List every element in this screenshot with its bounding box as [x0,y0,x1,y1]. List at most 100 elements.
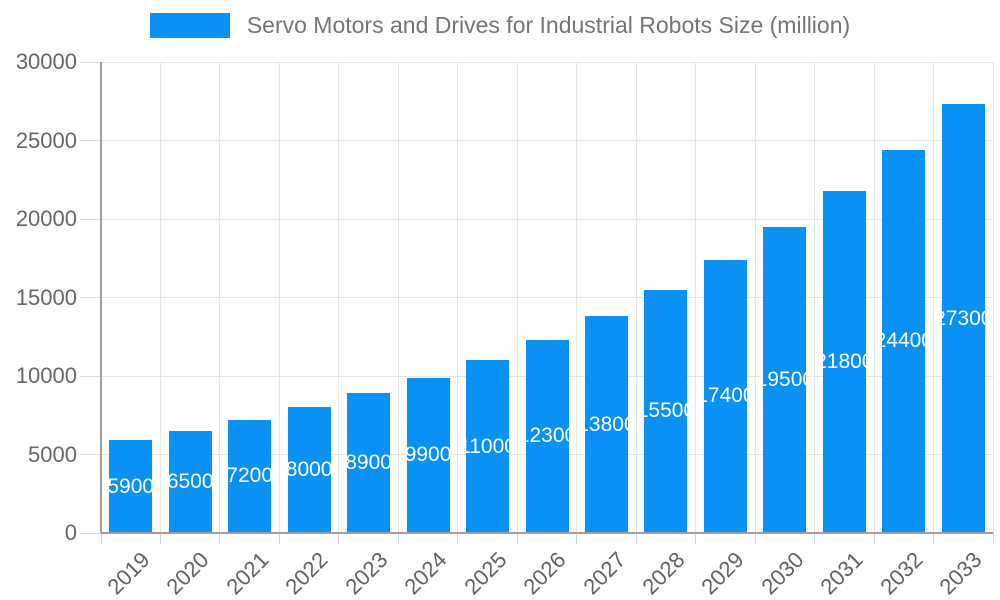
gridline-h [101,218,993,220]
x-tick-label: 2023 [339,547,393,600]
bar [882,149,926,533]
x-tick-mark [635,533,637,544]
x-tick-label: 2028 [637,547,690,600]
gridline-v [814,62,816,533]
gridline-h [101,61,993,63]
bar [287,407,331,533]
x-tick-mark [695,533,697,544]
x-tick-mark [814,533,816,544]
bar-value-label: 21800 [815,349,874,373]
bar [109,440,153,533]
gridline-v [278,62,280,533]
bar [941,104,985,533]
bar-value-label: 15500 [636,399,696,423]
y-tick-label: 20000 [15,206,77,231]
bar-value-label: 5900 [107,474,155,498]
x-tick-mark [219,533,221,544]
y-tick-label: 25000 [15,127,77,153]
x-tick-label: 2027 [577,547,631,600]
bar-value-label: 17400 [696,384,755,408]
gridline-v [397,62,399,533]
gridline-v [635,62,637,533]
gridline-v [576,62,578,533]
bar-value-label: 27300 [934,306,993,330]
x-tick-mark [992,533,994,544]
x-tick-mark [873,533,875,544]
gridline-v [873,62,875,533]
gridline-v [457,62,459,533]
x-tick-label: 2032 [875,547,928,600]
x-tick-mark [397,533,399,544]
gridline-h [101,140,993,141]
x-tick-mark [754,533,756,544]
x-tick-label: 2024 [399,547,452,600]
bar-value-label: 12300 [517,424,577,448]
bar-value-label: 19500 [755,367,815,391]
y-tick-mark [80,61,101,63]
x-tick-mark [159,533,161,544]
bar-value-label: 11000 [459,434,516,458]
x-tick-label: 2019 [102,547,155,600]
x-tick-label: 2025 [458,547,512,600]
x-tick-label: 2030 [756,547,809,600]
y-tick-label: 0 [64,520,77,545]
x-tick-label: 2031 [815,547,869,600]
gridline-v [159,62,161,533]
x-tick-mark [278,533,280,544]
bar [406,377,450,533]
legend-swatch [149,13,230,38]
bar-value-label: 7200 [226,464,274,488]
x-tick-label: 2033 [934,547,987,600]
y-tick-label: 15000 [15,284,77,310]
bar [347,393,391,533]
x-tick-mark [457,533,459,544]
gridline-v [992,62,994,533]
x-tick-mark [933,533,935,544]
x-tick-label: 2022 [280,547,333,600]
bar-value-label: 8900 [345,451,392,475]
x-tick-mark [338,533,340,544]
bar-value-label: 9900 [404,443,452,467]
gridline-v [933,62,935,533]
y-tick-label: 30000 [15,49,77,74]
gridline-v [695,62,697,533]
x-tick-label: 2026 [518,547,571,600]
bar [822,190,866,533]
bar [168,430,212,533]
bar-value-label: 6500 [166,469,214,493]
bar [525,339,569,533]
legend-label: Servo Motors and Drives for Industrial R… [246,12,851,38]
x-tick-label: 2020 [161,547,214,600]
gridline-v [516,62,518,533]
legend: Servo Motors and Drives for Industrial R… [0,12,1000,39]
bar [466,360,510,533]
bar-value-label: 24400 [874,329,933,353]
gridline-v [219,62,221,533]
x-tick-label: 2029 [696,547,750,600]
bar-value-label: 13800 [577,412,636,436]
gridline-v [754,62,756,533]
bar [228,419,272,533]
gridline-v [338,62,340,533]
y-tick-mark [80,218,101,220]
y-tick-mark [80,140,101,141]
bar [644,289,688,533]
y-axis-line [100,62,102,533]
x-tick-mark [576,533,578,544]
x-tick-label: 2021 [221,547,274,600]
x-tick-mark [516,533,518,544]
y-tick-mark [80,297,101,298]
x-tick-mark [100,533,102,544]
bar [584,316,628,533]
bar-value-label: 8000 [285,458,333,482]
gridline-h [101,297,993,298]
bar [763,226,807,533]
x-axis-line [101,532,993,534]
y-tick-mark [80,532,101,534]
bar [703,259,747,533]
y-tick-label: 10000 [15,363,77,388]
y-tick-mark [80,454,101,455]
y-tick-label: 5000 [28,441,77,467]
